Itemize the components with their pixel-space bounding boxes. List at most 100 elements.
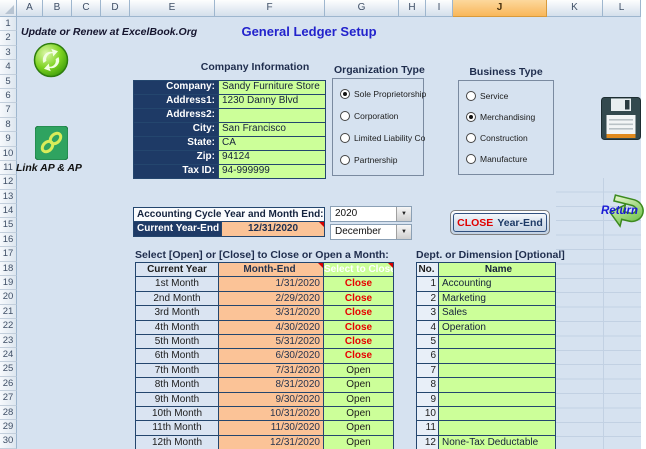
radio-option[interactable]: Manufacture — [466, 154, 553, 165]
dept-name-cell[interactable] — [439, 421, 556, 436]
month-end-date-cell[interactable]: 1/31/2020 — [219, 277, 324, 292]
dept-number-cell[interactable]: 6 — [417, 349, 439, 364]
radio-button-icon[interactable] — [466, 154, 476, 165]
column-header[interactable]: D — [101, 0, 130, 17]
row-header[interactable]: 26 — [0, 376, 17, 392]
month-end-date-cell[interactable]: 4/30/2020 — [219, 320, 324, 335]
field-value[interactable]: 94-999999 — [219, 165, 326, 179]
radio-option[interactable]: Construction — [466, 133, 553, 144]
month-name-cell[interactable]: 10th Month — [136, 406, 219, 422]
month-end-date-cell[interactable]: 10/31/2020 — [219, 406, 324, 422]
row-header[interactable]: 29 — [0, 419, 17, 435]
row-header[interactable]: 11 — [0, 160, 17, 176]
row-header[interactable]: 10 — [0, 146, 17, 161]
month-end-date-cell[interactable]: 11/30/2020 — [219, 421, 324, 436]
dept-number-cell[interactable]: 5 — [417, 334, 439, 350]
month-end-date-cell[interactable]: 9/30/2020 — [219, 392, 324, 407]
row-header[interactable]: 21 — [0, 304, 17, 320]
field-value[interactable]: 94124 — [219, 151, 326, 165]
field-value[interactable]: CA — [219, 137, 326, 151]
row-header[interactable]: 15 — [0, 218, 17, 233]
column-header[interactable]: J — [453, 0, 547, 17]
dept-name-cell[interactable] — [439, 349, 556, 364]
row-header[interactable]: 28 — [0, 405, 17, 420]
radio-button-icon[interactable] — [466, 111, 476, 122]
dept-number-cell[interactable]: 7 — [417, 363, 439, 379]
month-end-date-cell[interactable]: 8/31/2020 — [219, 378, 324, 393]
dept-name-cell[interactable] — [439, 392, 556, 407]
dept-name-cell[interactable]: Marketing — [439, 291, 556, 307]
month-name-cell[interactable]: 12th Month — [136, 435, 219, 449]
dropdown-arrow-button[interactable]: ▼ — [396, 207, 411, 221]
row-header[interactable]: 4 — [0, 60, 17, 75]
row-header[interactable]: 18 — [0, 261, 17, 277]
row-header[interactable]: 25 — [0, 362, 17, 377]
dept-name-cell[interactable]: None-Tax Deductable — [439, 435, 556, 449]
month-name-cell[interactable]: 8th Month — [136, 378, 219, 393]
month-end-date-cell[interactable]: 5/31/2020 — [219, 334, 324, 350]
radio-button-icon[interactable] — [340, 155, 350, 165]
return-button[interactable]: Return — [597, 192, 645, 236]
month-end-date-cell[interactable]: 7/31/2020 — [219, 363, 324, 379]
row-header[interactable]: 16 — [0, 232, 17, 248]
month-name-cell[interactable]: 5th Month — [136, 334, 219, 350]
column-header[interactable]: F — [215, 0, 325, 17]
refresh-icon[interactable] — [33, 42, 69, 83]
radio-button-icon[interactable] — [466, 90, 476, 101]
field-value[interactable]: San Francisco — [219, 123, 326, 137]
dept-name-cell[interactable] — [439, 334, 556, 350]
dept-number-cell[interactable]: 3 — [417, 306, 439, 321]
open-close-toggle-cell[interactable]: Open — [324, 421, 394, 436]
column-header[interactable]: A — [17, 0, 43, 17]
dept-number-cell[interactable]: 9 — [417, 392, 439, 407]
year-dropdown[interactable]: 2020 ▼ — [330, 206, 412, 222]
row-header[interactable]: 30 — [0, 434, 17, 449]
month-end-date-cell[interactable]: 6/30/2020 — [219, 349, 324, 364]
radio-option[interactable]: Sole Proprietorship — [340, 89, 426, 99]
open-close-toggle-cell[interactable]: Close — [324, 320, 394, 335]
row-header[interactable]: 7 — [0, 103, 17, 118]
radio-button-icon[interactable] — [340, 133, 350, 143]
current-year-end-value[interactable]: 12/31/2020 — [222, 222, 325, 237]
row-header[interactable]: 13 — [0, 189, 17, 205]
row-header[interactable]: 22 — [0, 319, 17, 334]
month-name-cell[interactable]: 3rd Month — [136, 306, 219, 321]
dept-number-cell[interactable]: 12 — [417, 435, 439, 449]
row-header[interactable]: 3 — [0, 45, 17, 61]
column-header[interactable]: B — [43, 0, 72, 17]
dept-name-cell[interactable] — [439, 406, 556, 422]
row-header[interactable]: 1 — [0, 17, 17, 32]
dept-name-cell[interactable]: Sales — [439, 306, 556, 321]
column-header[interactable]: E — [130, 0, 215, 17]
open-close-toggle-cell[interactable]: Close — [324, 277, 394, 292]
field-value[interactable]: Sandy Furniture Store — [219, 81, 326, 95]
open-close-toggle-cell[interactable]: Open — [324, 435, 394, 449]
month-name-cell[interactable]: 7th Month — [136, 363, 219, 379]
dept-number-cell[interactable]: 8 — [417, 378, 439, 393]
open-close-toggle-cell[interactable]: Close — [324, 306, 394, 321]
radio-option[interactable]: Corporation — [340, 111, 423, 121]
dept-number-cell[interactable]: 10 — [417, 406, 439, 422]
radio-button-icon[interactable] — [466, 133, 476, 144]
radio-button-icon[interactable] — [340, 111, 350, 121]
open-close-toggle-cell[interactable]: Open — [324, 392, 394, 407]
month-end-date-cell[interactable]: 12/31/2020 — [219, 435, 324, 449]
row-header[interactable]: 19 — [0, 276, 17, 291]
link-ap-icon[interactable] — [34, 125, 69, 165]
month-end-date-cell[interactable]: 3/31/2020 — [219, 306, 324, 321]
dept-name-cell[interactable]: Accounting — [439, 277, 556, 292]
open-close-toggle-cell[interactable]: Open — [324, 378, 394, 393]
open-close-toggle-cell[interactable]: Close — [324, 334, 394, 350]
row-header[interactable]: 8 — [0, 117, 17, 133]
row-header[interactable]: 17 — [0, 247, 17, 262]
open-close-toggle-cell[interactable]: Open — [324, 406, 394, 422]
open-close-toggle-cell[interactable]: Open — [324, 363, 394, 379]
month-dropdown[interactable]: December ▼ — [330, 224, 412, 240]
close-year-end-button[interactable]: CLOSE Year-End — [450, 210, 550, 235]
month-name-cell[interactable]: 2nd Month — [136, 291, 219, 307]
radio-option[interactable]: Limited Liability Co — [340, 133, 425, 143]
field-value[interactable] — [219, 109, 326, 123]
open-close-toggle-cell[interactable]: Close — [324, 291, 394, 307]
column-header[interactable]: G — [325, 0, 399, 17]
column-header[interactable]: K — [547, 0, 603, 17]
